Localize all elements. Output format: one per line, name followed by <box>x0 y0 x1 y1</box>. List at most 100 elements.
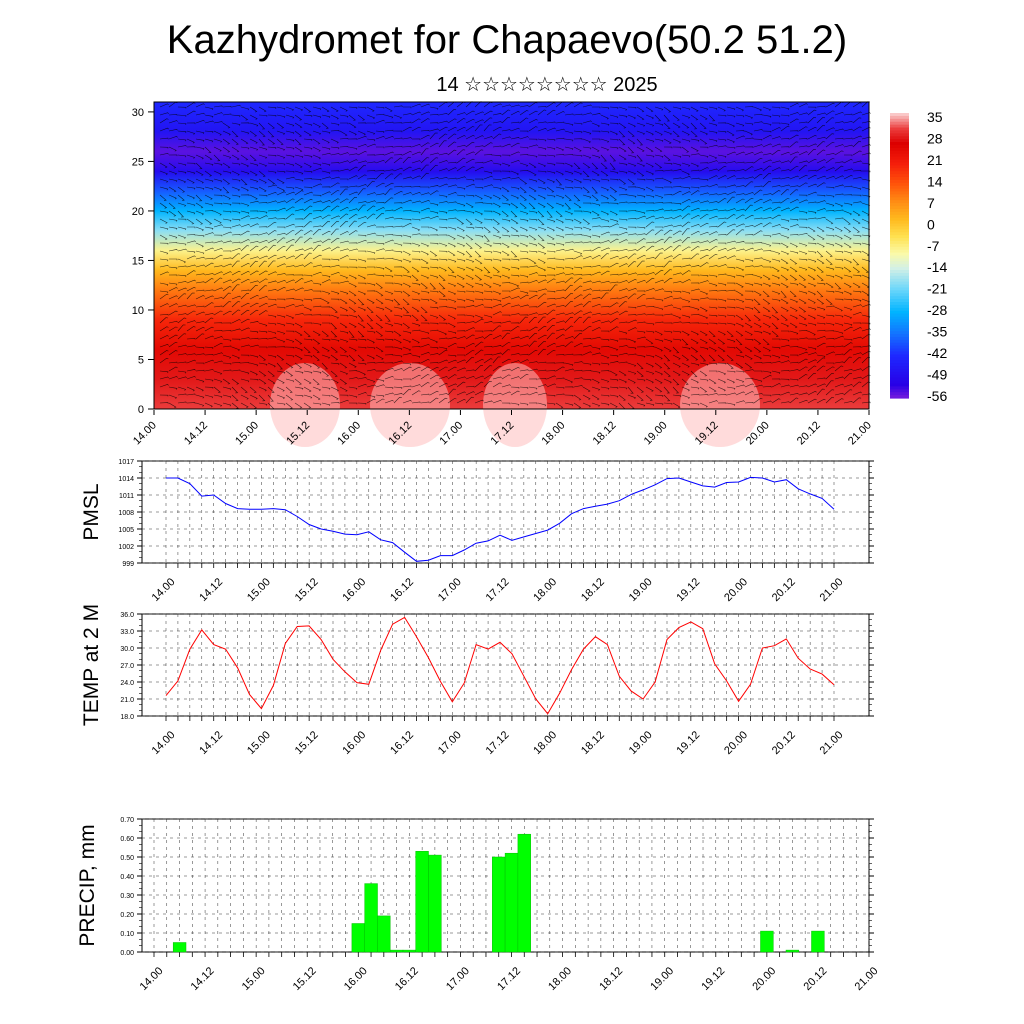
y-tick-label: 30.0 <box>120 646 134 653</box>
x-tick-label: 14.12 <box>197 576 225 604</box>
x-tick-label: 20.12 <box>770 729 798 757</box>
x-tick-label: 17.12 <box>495 965 523 993</box>
warm-cell <box>370 363 450 447</box>
y-tick-label: 0 <box>138 404 144 416</box>
x-tick-label: 14.00 <box>150 729 178 757</box>
colorbar-label: -42 <box>927 345 947 361</box>
x-tick-label: 15.12 <box>293 729 321 757</box>
warm-cell <box>483 363 547 447</box>
y-tick-label: 0.00 <box>120 950 134 957</box>
colorbar-label: -49 <box>927 367 947 383</box>
x-tick-label: 20.00 <box>722 729 750 757</box>
colorbar-label: -7 <box>927 238 940 254</box>
x-tick-label: 21.00 <box>853 965 881 993</box>
y-tick-label: 0.20 <box>120 912 134 919</box>
x-tick-label: 21.00 <box>818 576 846 604</box>
x-tick-label: 15.00 <box>245 729 273 757</box>
precip-bar <box>811 930 825 953</box>
y-tick-label: 5 <box>138 354 144 366</box>
precip-bar <box>415 851 429 953</box>
x-tick-label: 15.00 <box>245 576 273 604</box>
precip-bar <box>760 930 774 953</box>
colorbar-label: -14 <box>927 259 947 275</box>
x-tick-label: 15.12 <box>291 965 319 993</box>
colorbar-label: -21 <box>927 281 947 297</box>
x-tick-label: 20.00 <box>750 965 778 993</box>
x-tick-label: 19.12 <box>674 729 702 757</box>
precip-bar <box>377 915 391 953</box>
x-tick-label: 16.00 <box>342 965 370 993</box>
precip-bar <box>504 852 519 953</box>
y-tick-label: 30 <box>132 107 144 119</box>
page-title: Kazhydromet for Chapaevo(50.2 51.2) <box>166 18 848 62</box>
colorbar-label: 35 <box>927 109 943 125</box>
x-tick-label: 19.12 <box>674 576 702 604</box>
x-tick-label: 20.12 <box>802 965 830 993</box>
y-tick-label: 1017 <box>118 459 134 466</box>
x-tick-label: 20.12 <box>795 419 823 447</box>
colorbar-label: -35 <box>927 324 947 340</box>
y-tick-label: 0.10 <box>120 931 134 938</box>
x-tick-label: 21.00 <box>846 419 874 447</box>
x-tick-label: 18.00 <box>531 576 559 604</box>
x-tick-label: 18.00 <box>531 729 559 757</box>
x-tick-label: 17.00 <box>436 576 464 604</box>
x-tick-label: 16.12 <box>388 729 416 757</box>
y-tick-label: 18.0 <box>120 714 134 721</box>
x-tick-label: 17.12 <box>484 576 512 604</box>
precip-bar <box>428 854 442 953</box>
x-tick-label: 14.12 <box>189 965 217 993</box>
x-tick-label: 17.00 <box>436 729 464 757</box>
x-tick-label: 16.12 <box>393 965 421 993</box>
x-tick-label: 19.12 <box>699 965 727 993</box>
x-tick-label: 20.12 <box>770 576 798 604</box>
x-tick-label: 14.00 <box>138 965 166 993</box>
x-tick-label: 18.00 <box>540 419 568 447</box>
warm-cell <box>270 363 340 447</box>
x-tick-label: 15.12 <box>293 576 321 604</box>
y-tick-label: 10 <box>132 305 144 317</box>
precip-bar <box>172 942 187 953</box>
x-tick-label: 17.12 <box>484 729 512 757</box>
x-tick-label: 15.00 <box>233 419 261 447</box>
y-axis-title: PMSL <box>80 483 103 540</box>
y-tick-label: 20 <box>132 206 144 218</box>
precip-bar <box>351 923 365 953</box>
x-tick-label: 16.00 <box>340 729 368 757</box>
page-subtitle: 14 ☆☆☆☆☆☆☆☆ 2025 <box>436 74 658 96</box>
x-tick-label: 21.00 <box>818 729 846 757</box>
x-tick-label: 18.12 <box>579 576 607 604</box>
y-tick-label: 999 <box>122 561 134 568</box>
y-tick-label: 1005 <box>118 527 134 534</box>
x-tick-label: 14.00 <box>150 576 178 604</box>
x-tick-label: 16.00 <box>340 576 368 604</box>
precip-bar <box>389 949 404 953</box>
x-tick-label: 18.12 <box>579 729 607 757</box>
y-axis-title: TEMP at 2 M <box>80 604 103 726</box>
x-tick-label: 19.00 <box>627 576 655 604</box>
wind-barbs <box>159 101 871 410</box>
y-tick-label: 1008 <box>118 510 134 517</box>
x-tick-label: 18.12 <box>597 965 625 993</box>
precip-bar <box>364 883 378 953</box>
precip-bar <box>492 856 506 953</box>
colorbar-label: 28 <box>927 130 943 146</box>
y-tick-label: 0.40 <box>120 874 134 881</box>
x-tick-label: 16.12 <box>388 576 416 604</box>
y-axis-title: PRECIP, mm <box>76 824 99 946</box>
x-tick-label: 16.00 <box>335 419 363 447</box>
plot-frame <box>153 101 870 410</box>
colorbar-label: 7 <box>927 195 935 211</box>
pmsl-panel: 1017 1014 1011 1008 1005 1002 999 PMSL 14.00 14.1… <box>80 459 874 604</box>
y-tick-label: 1002 <box>118 544 134 551</box>
temp2m-line <box>165 616 835 715</box>
y-tick-label: 0.70 <box>120 817 134 824</box>
y-tick-label: 0.30 <box>120 893 134 900</box>
y-tick-label: 27.0 <box>120 663 134 670</box>
temp2m-panel: 36.0 33.0 30.0 27.0 24.0 21.0 18.0 TEMP at 2 M 1… <box>80 604 874 757</box>
precip-bar <box>402 949 417 953</box>
x-tick-label: 19.00 <box>627 729 655 757</box>
precip-bar <box>517 833 531 953</box>
